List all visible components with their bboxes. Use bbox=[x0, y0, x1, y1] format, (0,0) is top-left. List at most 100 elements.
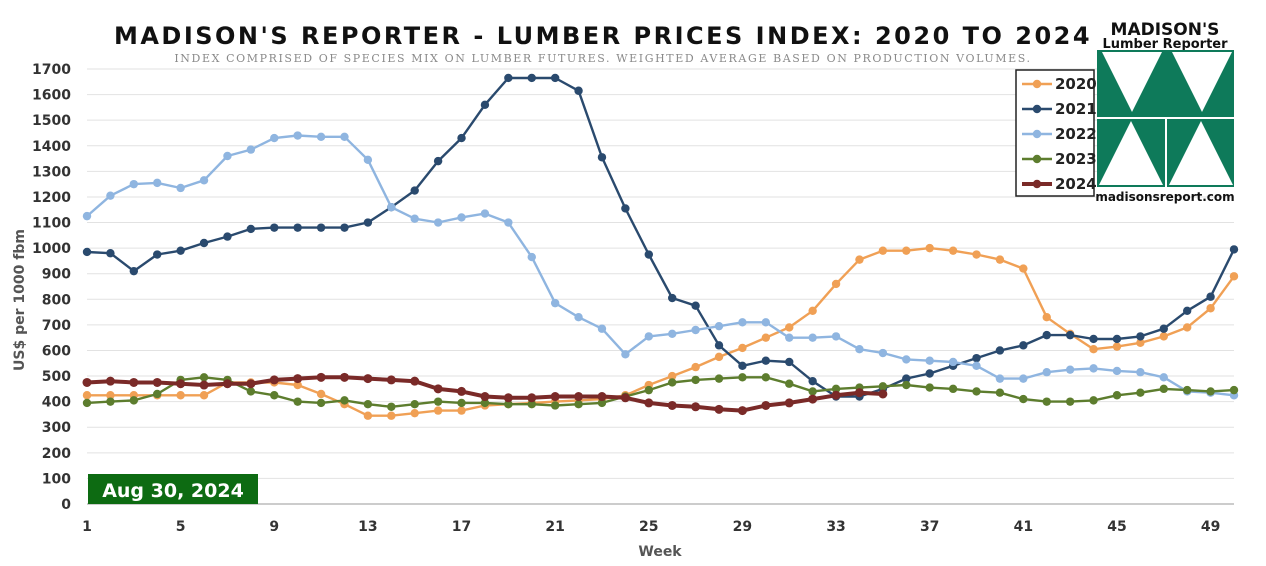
data-point-2021 bbox=[1019, 341, 1028, 350]
data-point-2023 bbox=[106, 397, 115, 406]
data-point-2023 bbox=[410, 400, 419, 409]
data-point-2024 bbox=[410, 376, 420, 386]
data-point-2020 bbox=[948, 246, 958, 255]
data-point-2023 bbox=[316, 398, 326, 408]
data-point-2022 bbox=[1042, 368, 1051, 377]
data-point-2024 bbox=[363, 374, 373, 384]
data-point-2021 bbox=[574, 86, 583, 95]
legend-marker-2024 bbox=[1032, 179, 1042, 189]
data-point-2024 bbox=[691, 402, 701, 412]
data-point-2022 bbox=[387, 202, 396, 212]
data-point-2023 bbox=[714, 374, 724, 383]
data-point-2021 bbox=[129, 266, 139, 276]
data-point-2021 bbox=[316, 223, 326, 232]
data-point-2020 bbox=[363, 411, 373, 420]
data-point-2022 bbox=[316, 132, 326, 142]
data-point-2024 bbox=[246, 379, 256, 389]
logo-subtitle: Lumber Reporter bbox=[1102, 37, 1228, 52]
data-point-2024 bbox=[503, 393, 513, 403]
data-point-2023 bbox=[948, 384, 958, 394]
data-point-2020 bbox=[761, 333, 771, 342]
data-point-2022 bbox=[902, 355, 911, 364]
data-point-2023 bbox=[972, 387, 981, 396]
y-tick-label: 1000 bbox=[32, 241, 71, 257]
data-point-2023 bbox=[668, 378, 677, 387]
data-point-2022 bbox=[1065, 365, 1075, 374]
data-point-2021 bbox=[527, 73, 536, 83]
data-point-2023 bbox=[1229, 385, 1239, 395]
data-point-2023 bbox=[340, 396, 349, 405]
data-point-2023 bbox=[527, 400, 536, 409]
data-point-2024 bbox=[222, 379, 232, 389]
data-point-2022 bbox=[153, 178, 162, 188]
y-axis-ticks: 0 100 200 300 400 500 600 700 800 900 1000 1100 1200… bbox=[32, 62, 71, 513]
data-point-2023 bbox=[738, 373, 747, 382]
x-tick-label: 9 bbox=[269, 519, 279, 535]
y-tick-label: 200 bbox=[42, 446, 71, 462]
data-point-2024 bbox=[620, 393, 630, 403]
data-point-2020 bbox=[691, 362, 700, 372]
data-point-2024 bbox=[433, 384, 443, 394]
data-point-2020 bbox=[1089, 344, 1098, 354]
y-tick-label: 500 bbox=[42, 369, 71, 385]
data-point-2022 bbox=[714, 321, 724, 331]
data-point-2020 bbox=[714, 352, 724, 362]
data-point-2024 bbox=[199, 380, 209, 390]
legend: 2020 2021 2022 2023 2024 bbox=[1015, 69, 1097, 197]
legend-label-2023: 2023 bbox=[1055, 150, 1097, 168]
data-point-2022 bbox=[808, 333, 817, 342]
data-point-2020 bbox=[1229, 272, 1239, 281]
data-point-2024 bbox=[574, 392, 584, 402]
data-point-2020 bbox=[808, 306, 817, 316]
data-point-2021 bbox=[340, 223, 349, 232]
data-point-2023 bbox=[199, 373, 209, 382]
data-point-2022 bbox=[972, 361, 981, 371]
data-point-2020 bbox=[1159, 332, 1168, 341]
data-point-2022 bbox=[270, 133, 279, 143]
data-point-2022 bbox=[457, 213, 466, 222]
data-point-2022 bbox=[1112, 366, 1122, 376]
data-point-2024 bbox=[293, 374, 303, 384]
data-point-2020 bbox=[106, 391, 115, 400]
y-tick-label: 700 bbox=[42, 318, 71, 334]
y-tick-label: 800 bbox=[42, 292, 71, 308]
data-point-2020 bbox=[878, 246, 888, 255]
data-point-2023 bbox=[1182, 385, 1192, 395]
y-tick-label: 1100 bbox=[32, 216, 71, 232]
data-point-2022 bbox=[223, 151, 232, 161]
y-tick-label: 1600 bbox=[32, 88, 71, 104]
y-tick-label: 1300 bbox=[32, 164, 71, 180]
data-point-2023 bbox=[457, 398, 466, 408]
data-point-2021 bbox=[246, 224, 256, 234]
logo-triangle-bottom-right bbox=[1169, 121, 1233, 185]
data-point-2021 bbox=[738, 361, 747, 371]
data-point-2022 bbox=[574, 313, 583, 322]
x-tick-label: 33 bbox=[826, 519, 845, 535]
legend-label-2020: 2020 bbox=[1055, 75, 1097, 93]
data-point-2021 bbox=[293, 223, 302, 232]
data-point-2021 bbox=[1159, 324, 1168, 333]
data-point-2023 bbox=[1089, 396, 1098, 405]
data-point-2023 bbox=[761, 373, 771, 382]
data-point-2023 bbox=[1065, 397, 1075, 406]
data-point-2022 bbox=[82, 211, 92, 221]
data-point-2020 bbox=[316, 389, 326, 399]
data-point-2023 bbox=[504, 400, 513, 409]
data-point-2020 bbox=[831, 279, 841, 289]
data-point-2022 bbox=[293, 131, 302, 140]
data-point-2022 bbox=[1136, 368, 1145, 377]
data-point-2021 bbox=[761, 356, 771, 365]
data-point-2021 bbox=[1206, 292, 1215, 301]
x-tick-label: 45 bbox=[1107, 519, 1126, 535]
logo-name: MADISON'S bbox=[1111, 20, 1220, 40]
data-point-2022 bbox=[878, 348, 888, 358]
data-point-2024 bbox=[269, 375, 279, 385]
data-point-2022 bbox=[855, 344, 864, 354]
data-point-2022 bbox=[433, 218, 443, 227]
data-point-2023 bbox=[550, 401, 560, 410]
data-point-2022 bbox=[480, 209, 490, 218]
data-point-2023 bbox=[831, 384, 841, 394]
x-tick-label: 13 bbox=[358, 519, 377, 535]
data-point-2023 bbox=[925, 383, 934, 392]
data-point-2022 bbox=[785, 333, 794, 342]
